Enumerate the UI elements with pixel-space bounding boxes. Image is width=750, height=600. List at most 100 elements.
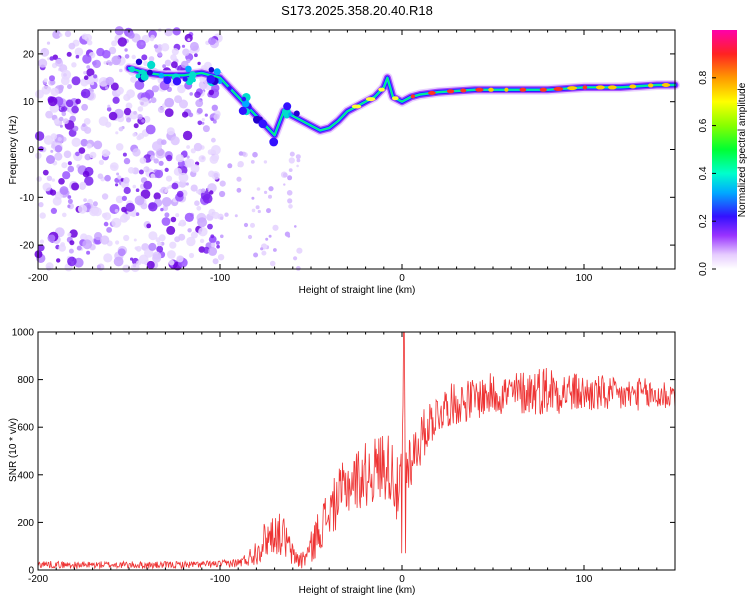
spectrogram-blob — [251, 196, 255, 200]
spectrogram-blob — [143, 180, 153, 190]
spectrogram-blob — [103, 253, 113, 263]
spectrogram-blob — [102, 49, 111, 59]
spectrogram-blob — [124, 48, 128, 52]
spectrogram-blob — [71, 76, 81, 86]
colorbar-tick-label: 0.6 — [698, 118, 709, 132]
figure-title: S173.2025.358.20.40.R18 — [281, 3, 433, 18]
spectrogram-blob — [153, 192, 161, 200]
spectrogram-blob — [161, 139, 167, 145]
spectrogram-blob — [208, 67, 215, 73]
spectrogram-blob — [182, 130, 193, 141]
snr-panel: -200 -100 0 100 0 200 400 600 800 1000 Height of… — [8, 328, 676, 596]
y-tick-label: 10 — [23, 97, 35, 108]
spectrogram-blob — [123, 234, 130, 242]
spectrogram-blob — [53, 118, 60, 125]
spectrogram-blob — [122, 152, 127, 157]
spectrogram-blob — [173, 167, 182, 176]
spectrogram-blob — [190, 164, 200, 173]
spectrogram-blob — [39, 212, 46, 219]
spectrogram-blob — [263, 160, 268, 164]
spectrogram-blob — [196, 107, 203, 114]
spectrogram-blob — [202, 125, 210, 133]
spectrogram-blob — [155, 148, 166, 159]
spectrogram-blob — [58, 33, 63, 37]
spectrogram-blob — [287, 198, 293, 204]
spectrogram-blob — [77, 204, 88, 214]
spectrogram-blob — [131, 54, 136, 60]
x-tick-label: 100 — [576, 273, 593, 284]
spectrogram-blob — [175, 154, 184, 163]
spectrogram-blob — [82, 170, 90, 178]
spectrogram-blob — [295, 154, 301, 160]
spectrogram-blob — [168, 185, 173, 189]
spectrogram-blob — [202, 193, 213, 204]
spectrogram-blob — [247, 234, 253, 240]
spectrogram-blob — [46, 41, 51, 45]
spectrogram-blob — [127, 167, 135, 174]
spectrogram-y-label: Frequency (Hz) — [8, 116, 19, 185]
spectrogram-blob — [131, 212, 137, 218]
spectrogram-blob — [182, 76, 188, 82]
spectrogram-blob — [188, 252, 195, 259]
spectrogram-blob — [197, 217, 208, 228]
spectrogram-hotspot — [488, 87, 494, 92]
spectrogram-blob — [140, 189, 151, 199]
spectrogram-blob — [160, 43, 170, 52]
spectrogram-blob — [127, 31, 135, 39]
spectrogram-blob — [164, 167, 169, 172]
spectrogram-blob — [255, 205, 260, 210]
spectrogram-blob — [62, 212, 67, 218]
spectrogram-blob — [208, 89, 215, 96]
spectrogram-blob — [155, 237, 161, 243]
spectrogram-blob — [42, 169, 49, 176]
spectrogram-blob — [67, 165, 75, 173]
spectrogram-blob — [160, 207, 164, 212]
spectrogram-blob — [34, 131, 45, 141]
spectrogram-blob — [264, 190, 268, 194]
spectrogram-blob — [82, 239, 93, 250]
spectrogram-blob — [86, 250, 91, 255]
spectrogram-blob — [75, 151, 80, 157]
spectrogram-blob — [145, 124, 156, 135]
spectrogram-blob — [198, 155, 206, 163]
spectrogram-blob — [176, 255, 184, 263]
spectrogram-blob — [123, 107, 132, 116]
x-tick-label: -100 — [210, 273, 230, 284]
spectrogram-blob — [182, 48, 190, 56]
spectrogram-blob — [227, 86, 232, 91]
spectrogram-blob — [123, 157, 131, 165]
spectrogram-blob — [80, 88, 91, 99]
spectrogram-blob — [210, 242, 216, 248]
spectrogram-blob — [39, 239, 45, 244]
x-tick-label: -100 — [210, 574, 230, 585]
spectrogram-blob — [212, 119, 217, 124]
spectrogram-blob — [67, 232, 72, 237]
spectrogram-blob — [268, 186, 274, 192]
spectrogram-blob — [130, 257, 134, 261]
spectrogram-blob — [115, 195, 124, 204]
spectrogram-blob — [153, 158, 159, 164]
spectrogram-blob — [83, 198, 87, 203]
spectrogram-blob — [61, 106, 65, 111]
spectrogram-blob — [216, 244, 220, 249]
spectrogram-hotspot — [661, 83, 671, 87]
spectrogram-blob — [86, 143, 92, 149]
spectrogram-blob — [133, 238, 137, 242]
snr-y-ticks: 0 200 400 600 800 1000 — [12, 328, 675, 577]
spectrogram-y-ticks: 20 10 0 -10 -20 — [20, 49, 675, 252]
spectrogram-blob — [50, 87, 59, 97]
spectrogram-blob — [206, 75, 216, 84]
spectrogram-blob — [295, 266, 301, 271]
spectrogram-blob — [75, 98, 81, 105]
spectrogram-blob — [59, 124, 63, 128]
spectrogram-blob — [181, 44, 186, 48]
spectrogram-blob — [132, 184, 137, 189]
spectrogram-blob — [261, 250, 267, 256]
y-tick-label: 1000 — [12, 328, 35, 339]
spectrogram-ridge — [124, 58, 680, 147]
spectrogram-blob — [197, 61, 201, 66]
spectrogram-blob — [101, 212, 108, 218]
spectrogram-blob — [108, 111, 118, 121]
spectrogram-blob — [54, 152, 63, 161]
